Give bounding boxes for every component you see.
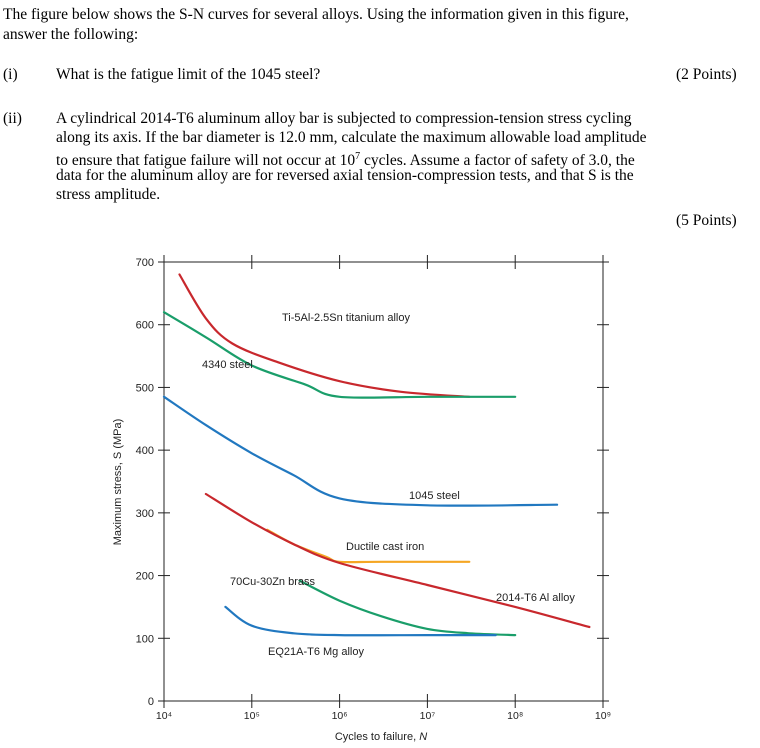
question-2-number: (ii) xyxy=(3,110,22,127)
series-line-4340-steel xyxy=(162,311,517,399)
series-label-4340-steel: 4340 steel xyxy=(202,359,253,371)
problem-intro-line-1: The figure below shows the S-N curves fo… xyxy=(3,6,629,23)
series-line-70cu-30zn-brass xyxy=(298,579,517,637)
series-label-ti-5al-2-5sn-titanium-alloy: Ti-5Al-2.5Sn titanium alloy xyxy=(282,312,410,324)
series-labels: Ti-5Al-2.5Sn titanium alloy 4340 steel 104… xyxy=(202,312,575,658)
y-tick-label: 300 xyxy=(136,508,154,520)
series-label-70cu-30zn-brass: 70Cu-30Zn brass xyxy=(230,576,315,588)
question-2-points: (5 Points) xyxy=(676,212,737,229)
series-line-1045-steel xyxy=(162,395,559,507)
series-line-eq21a-t6-mg-alloy xyxy=(224,605,497,637)
y-tick-label: 600 xyxy=(136,320,154,332)
y-tick-label: 200 xyxy=(136,571,154,583)
x-tick-label: 10⁵ xyxy=(244,710,260,722)
y-axis-label: Maximum stress, S (MPa) xyxy=(112,419,124,546)
y-tick-label: 400 xyxy=(136,445,154,457)
plot-border xyxy=(163,261,604,702)
question-2-line-2: along its axis. If the bar diameter is 1… xyxy=(56,129,647,146)
x-tick-label: 10⁴ xyxy=(156,710,172,722)
y-tick-label: 500 xyxy=(136,382,154,394)
y-tick-label: 0 xyxy=(148,696,154,708)
y-tick-label: 100 xyxy=(136,633,154,645)
y-tick-label: 700 xyxy=(136,257,154,269)
series-label-2014-t6-al-alloy: 2014-T6 Al alloy xyxy=(496,592,575,604)
plot-frame xyxy=(163,261,604,702)
series-line-ti-5al-2-5sn-titanium-alloy xyxy=(178,273,471,398)
axis-ticks: 0 100 200 300 400 500 600 700 10⁴ 10⁵ 10⁶ 10⁷ 10⁸ 10⁹ xyxy=(136,255,611,722)
x-tick-label: 10⁶ xyxy=(332,710,348,722)
x-axis-label: Cycles to failure, N xyxy=(335,731,427,743)
question-2-line-3: to ensure that fatigue failure will not … xyxy=(56,151,635,170)
series-lines xyxy=(162,273,591,637)
problem-intro-line-2: answer the following: xyxy=(3,26,139,43)
series-line-2014-t6-al-alloy xyxy=(204,492,591,629)
series-label-ductile-cast-iron: Ductile cast iron xyxy=(346,541,424,553)
question-1-number: (i) xyxy=(3,66,18,83)
question-1-text: What is the fatigue limit of the 1045 st… xyxy=(56,66,321,83)
question-2-line-5: stress amplitude. xyxy=(56,186,161,203)
series-label-1045-steel: 1045 steel xyxy=(409,490,460,502)
question-1-points: (2 Points) xyxy=(676,66,737,83)
series-label-eq21a-t6-mg-alloy: EQ21A-T6 Mg alloy xyxy=(268,646,364,658)
question-2-line-1: A cylindrical 2014-T6 aluminum alloy bar… xyxy=(56,110,632,127)
question-2-line-4: data for the aluminum alloy are for reve… xyxy=(56,167,634,184)
x-tick-label: 10⁷ xyxy=(420,710,436,722)
x-tick-label: 10⁸ xyxy=(507,710,523,722)
x-tick-label: 10⁹ xyxy=(595,710,611,722)
